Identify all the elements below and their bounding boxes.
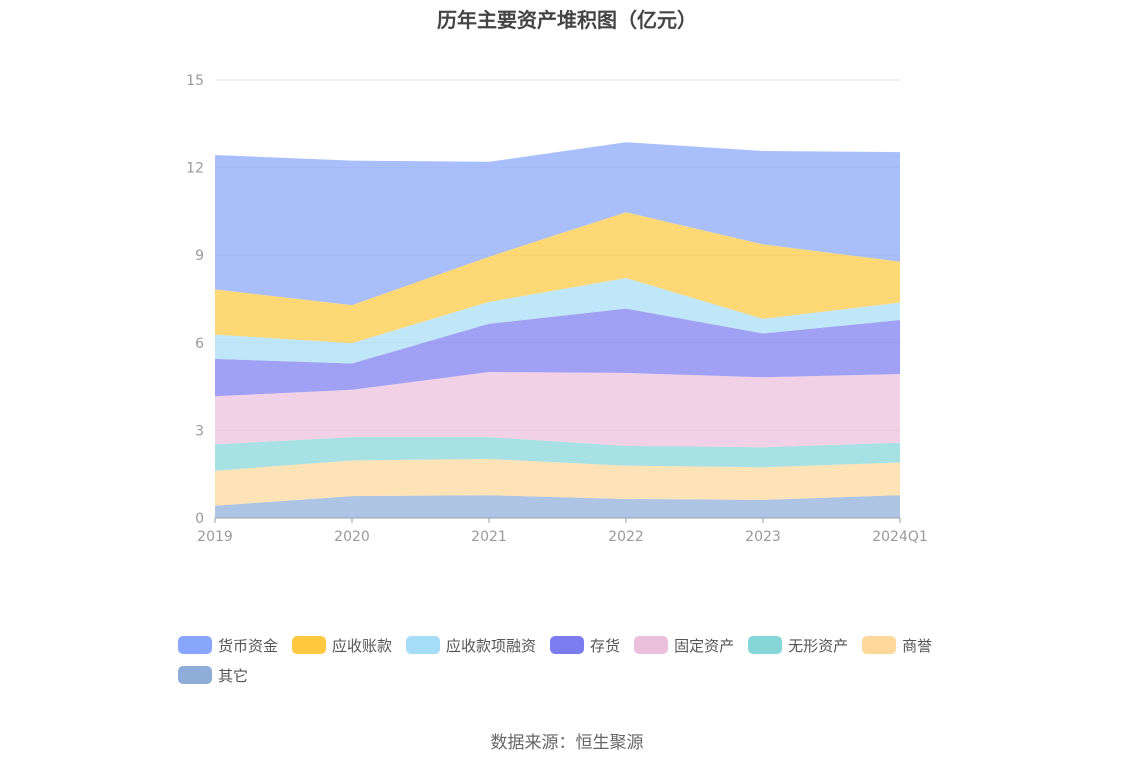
x-tick-label: 2020 xyxy=(334,529,370,545)
y-tick-label: 9 xyxy=(195,248,204,264)
area-series-7[interactable] xyxy=(215,142,900,306)
area-series-2[interactable] xyxy=(215,437,900,471)
y-tick-label: 15 xyxy=(186,73,204,89)
area-series-5[interactable] xyxy=(215,278,900,364)
y-tick-label: 3 xyxy=(195,423,204,439)
legend-label: 无形资产 xyxy=(788,636,849,655)
area-series-6[interactable] xyxy=(215,212,900,344)
legend-item[interactable]: 应收账款 xyxy=(292,630,392,660)
legend-label: 其它 xyxy=(218,666,249,685)
chart-area: 0 3 6 9 12 15 2019 2020 2021 2022 2023 2024Q1 xyxy=(186,73,928,545)
legend-swatch xyxy=(634,636,669,654)
legend: 货币资金 应收账款 应收款项融资 存货 固定资产 无形资产 商誉其它 xyxy=(178,630,978,690)
y-tick-label: 12 xyxy=(186,161,204,177)
legend-item[interactable]: 无形资产 xyxy=(748,630,848,660)
area-series-0[interactable] xyxy=(215,495,900,518)
chart-title: 历年主要资产堆积图（亿元） xyxy=(437,8,697,32)
x-tick-label: 2024Q1 xyxy=(872,529,928,545)
legend-label: 应收款项融资 xyxy=(446,636,537,655)
legend-swatch xyxy=(748,636,783,654)
x-tick-label: 2022 xyxy=(608,529,644,545)
source-note: 数据来源：恒生聚源 xyxy=(490,733,644,753)
y-tick-label: 6 xyxy=(195,336,204,352)
area-layer xyxy=(215,142,900,518)
legend-item[interactable]: 固定资产 xyxy=(634,630,734,660)
legend-label: 存货 xyxy=(590,636,621,655)
axis-layer: 0 3 6 9 12 15 2019 2020 2021 2022 2023 2024Q1 xyxy=(186,73,928,545)
legend-item[interactable]: 应收款项融资 xyxy=(406,630,536,660)
legend-item[interactable]: 存货 xyxy=(550,630,620,660)
legend-label: 货币资金 xyxy=(218,636,279,655)
x-tick-label: 2023 xyxy=(745,529,781,545)
area-series-1[interactable] xyxy=(215,459,900,506)
x-tick-label: 2021 xyxy=(471,529,507,545)
legend-swatch xyxy=(406,636,441,654)
legend-label: 固定资产 xyxy=(674,636,735,655)
area-series-4[interactable] xyxy=(215,308,900,397)
legend-item[interactable]: 货币资金 xyxy=(178,630,278,660)
legend-swatch xyxy=(292,636,327,654)
legend-swatch xyxy=(178,666,212,684)
legend-item[interactable]: 商誉 xyxy=(862,630,932,660)
area-series-3[interactable] xyxy=(215,372,900,448)
legend-swatch xyxy=(178,636,212,654)
legend-label: 商誉 xyxy=(902,636,933,655)
legend-swatch xyxy=(550,636,585,654)
x-tick-label: 2019 xyxy=(197,529,233,545)
legend-label: 应收账款 xyxy=(332,636,393,655)
legend-item[interactable]: 其它 xyxy=(178,660,248,690)
y-tick-label: 0 xyxy=(195,511,204,527)
legend-swatch xyxy=(862,636,897,654)
